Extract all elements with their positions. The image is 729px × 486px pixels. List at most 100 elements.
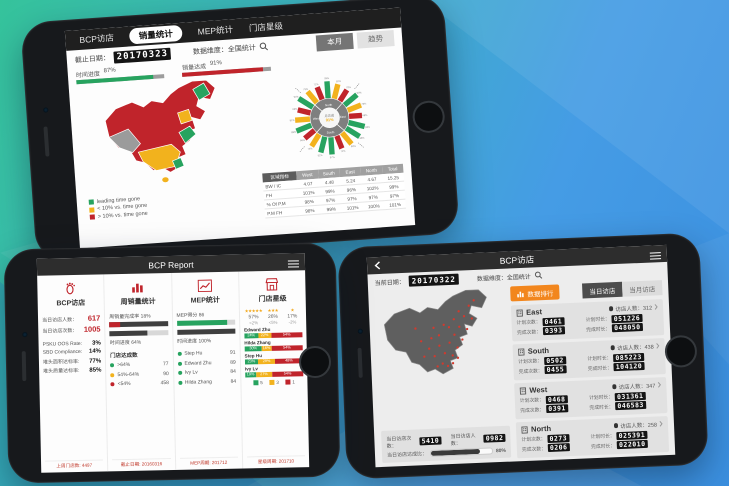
digit-display: 0393 [542,326,565,336]
digit-display: 022010 [616,439,648,450]
legend-yellow-swatch [89,206,95,213]
svg-text:95%: 95% [324,77,330,80]
column-footer: 星级周期: 201710 [246,455,306,467]
legend-red-swatch [89,214,96,220]
digit-display: 0461 [542,316,565,326]
person-name: Ivy Lv [184,369,198,376]
bar-label: 时间进度 64% [109,339,142,346]
radial-achievement-chart[interactable]: 95% 82% 70% 90% 78% 68% 93% 88% 80% 72% 97% 91% 76% 6… [272,65,387,170]
search-icon[interactable] [535,271,543,279]
star-delta: <2% [249,320,259,326]
home-button[interactable] [411,99,446,134]
menu-icon[interactable] [287,258,300,269]
visitors-count: 访店人数：258 [620,421,658,430]
column-footer: MEP周期: 201712 [179,456,238,468]
home-button[interactable] [664,334,698,369]
dimension-label: 数据维度：全国统计 [192,44,257,56]
date-display[interactable]: 20170323 [113,47,172,64]
digit-display: 0455 [544,365,567,375]
dist-label: 54%-64% [117,371,140,378]
chevron-right-icon [654,304,658,310]
data-rank-button[interactable]: 数据排行 [510,284,560,302]
tab-daily-visit[interactable]: 当日访店 [582,281,623,299]
person-score: 89 [230,359,236,366]
chevron-right-icon [657,382,661,388]
green-dot [110,363,115,368]
status-dot [612,384,617,390]
footprint-icon [66,282,75,294]
search-icon[interactable] [259,42,269,52]
storefront-icon [265,277,279,291]
metric-label: 堆头面积达标率: [42,358,80,366]
tab-monthly-visit[interactable]: 当月访店 [621,280,663,297]
svg-text:70%: 70% [346,86,352,89]
green-dot [177,370,182,375]
visit-people-display: 0982 [483,433,506,443]
report-column-stars: 门店星级 ★★★★★ 57% <2% ★★★ 26% <5% ★ 17% -2% Edwar… [239,270,309,468]
person-name: Edward Zhu [184,359,212,367]
report-column-weekly: 周销量统计 周销量完成率 18% 时间进度 64% 门店达成数 >64% 77 5… [104,272,176,472]
back-icon[interactable] [374,261,381,270]
column-title: BCP访店 [56,299,86,308]
column-title: 周销量统计 [120,298,156,307]
trend-button[interactable]: 趋势 [356,29,395,49]
svg-text:93%: 93% [365,126,371,129]
column-title: 门店星级 [258,295,287,304]
mep-score-fill [176,319,227,326]
svg-text:North: North [324,103,332,108]
person-star-row: Hilda Zhang 30% 16% 54% [244,339,303,352]
region-card-west[interactable]: West 访店人数：347 计划次数： 0468 计划时长： 031361 完成次数… [514,376,668,419]
earpiece [357,347,363,378]
china-visit-map[interactable] [375,285,508,396]
status-dot [608,306,614,312]
rank-bars-icon [517,291,524,297]
region-metrics-table: 区域指标 West South East North Total BW / IC… [262,163,406,219]
dist-value: 77 [162,361,169,368]
region-card-east[interactable]: East 访店人数：312 计划次数： 0461 计划时长： 051226 完成次数… [510,298,665,341]
column-footer: 截止日期: 20160316 [112,458,171,470]
svg-text:76%: 76% [307,147,313,150]
digit-display: 0206 [547,443,570,453]
visit-rate-label: 当日访店达成比： [386,451,428,459]
phone-bcp-report: BCP Report BCP访店 当日访店人数： 617 当日访店次数： 1005 … [3,242,341,484]
digit-display: 0468 [545,394,568,404]
svg-text:71%: 71% [313,83,319,86]
dist-value: 458 [160,380,169,387]
region-card-south[interactable]: South 访店人数：438 计划次数： 0502 计划时长： 085223 完成次… [512,337,666,380]
page-title: BCP Report [148,259,194,270]
svg-text:90%: 90% [356,91,362,94]
sales-stats-screen: BCP访店 销量统计 MEP统计 门店星级 截止日期： 20170323 数据维… [64,7,416,249]
date-label: 截止日期： [74,54,111,64]
metric-value: 85% [89,367,102,374]
china-sales-map[interactable] [75,74,262,198]
region-card-north[interactable]: North 访店人数：258 计划次数： 0273 计划时长： 025391 完成次… [515,415,670,458]
tab-sales-stats[interactable]: 销量统计 [129,24,183,45]
menu-icon[interactable] [649,250,662,261]
daily-visit-summary: 当日访店次数： 5410 当日访店人数： 0982 当日访店达成比： 80% [381,425,512,463]
visit-rate-track [429,447,494,457]
tab-bcp-visit[interactable]: BCP访店 [79,32,115,45]
person-name: Step Hu [184,350,203,357]
earpiece [21,351,27,382]
svg-text:月达成: 月达成 [324,112,335,118]
bar-chart-icon [132,283,144,293]
time-progress-value: 87% [103,67,116,75]
home-button[interactable] [298,345,332,379]
yellow-dot [110,372,115,377]
svg-text:97%: 97% [329,156,335,159]
building-icon [518,347,525,356]
person-star-row: Edward Zhu 24% 22% 54% [244,326,303,339]
status-dot [610,345,616,351]
metric-label: 堆头质量达标率: [43,367,80,375]
date-display[interactable]: 20170322 [408,273,460,287]
tab-mep-stats[interactable]: MEP统计 [197,24,234,37]
green-dot [177,380,182,385]
front-camera [357,328,363,334]
tab-store-rating[interactable]: 门店星级 [248,20,284,34]
svg-text:78%: 78% [361,102,367,105]
date-label: 当前日期： [374,279,405,287]
visitors-count: 访店人数：438 [616,344,654,352]
this-month-button[interactable]: 本月 [315,32,354,51]
report-column-mep: MEP统计 MEP得分 86 时间进度 100% Step Hu 91 Edwar… [171,271,243,470]
